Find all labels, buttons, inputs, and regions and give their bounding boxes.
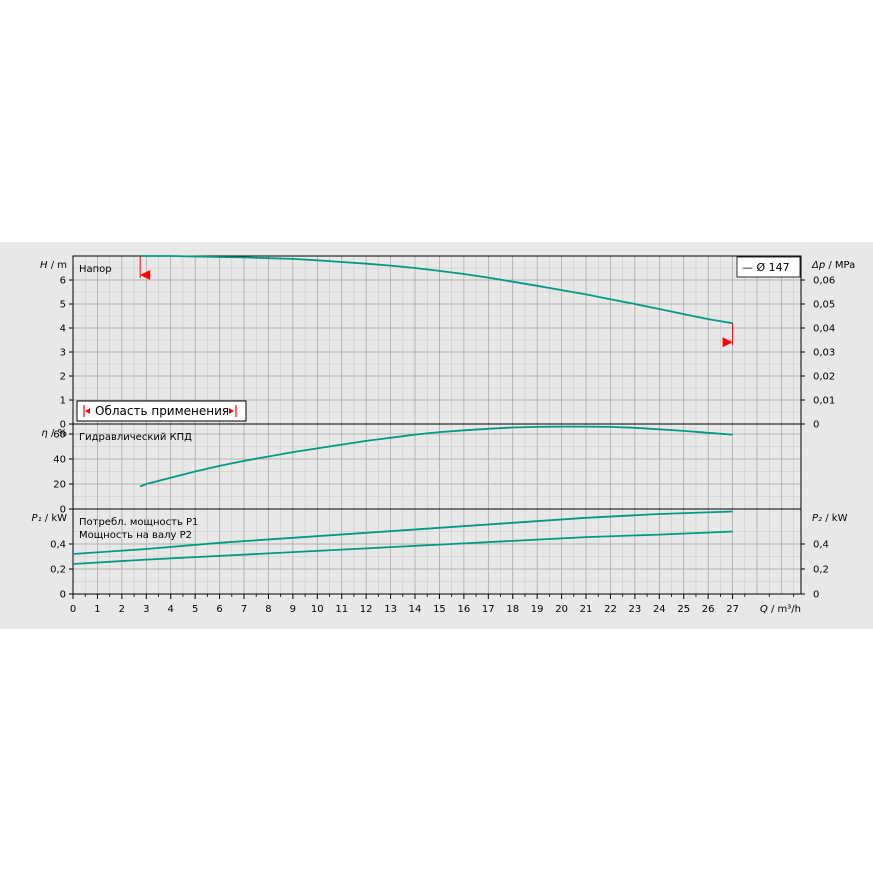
y-axis-label: η / % xyxy=(41,428,67,439)
x-tick-label: 4 xyxy=(168,604,174,615)
series-line-P1 xyxy=(72,510,733,555)
x-tick-label: 23 xyxy=(629,604,642,615)
x-tick-label: 22 xyxy=(604,604,617,615)
x-tick-label: 24 xyxy=(653,604,666,615)
y-tick-label: 0,2 xyxy=(50,565,66,576)
panel-title: Напор xyxy=(79,264,112,275)
range-box-arrow-left xyxy=(85,408,90,414)
x-tick-label: 2 xyxy=(119,604,125,615)
x-tick-label: 13 xyxy=(384,604,397,615)
x-tick-label: 11 xyxy=(335,604,348,615)
x-tick-label: 21 xyxy=(580,604,593,615)
x-tick-label: 15 xyxy=(433,604,446,615)
x-tick-label: 10 xyxy=(311,604,324,615)
x-tick-label: 1 xyxy=(94,604,100,615)
y-tick-label: 20 xyxy=(53,480,66,491)
y-tick-label: 2 xyxy=(60,372,66,383)
legend-box xyxy=(736,256,801,278)
pump-curve-panel: 0 1 2 3 4 5 6 0 0,01 0,02 0,03 0,04 0,05 0,06 Δp / MPa… xyxy=(0,242,873,629)
x-tick-label: 17 xyxy=(482,604,495,615)
x-tick-label: 14 xyxy=(409,604,422,615)
series-line-series-0 xyxy=(139,425,733,488)
x-axis-label: Q / m³/h xyxy=(760,604,801,615)
range-end-marker xyxy=(722,337,733,348)
y2-tick-label: 0,01 xyxy=(813,396,835,407)
y-tick-label: 60 xyxy=(53,430,66,441)
y-tick-label: 0 xyxy=(60,590,66,601)
x-tick-label: 8 xyxy=(265,604,271,615)
range-start-marker xyxy=(140,270,151,280)
y2-tick-label: 0 xyxy=(813,590,819,601)
x-tick-label: 3 xyxy=(143,604,149,615)
x-tick-label: 5 xyxy=(192,604,198,615)
range-box-arrow-right xyxy=(229,408,234,414)
x-tick-label: 25 xyxy=(677,604,690,615)
y-tick-label: 5 xyxy=(60,300,66,311)
y-tick-label: 3 xyxy=(60,348,66,359)
series-line-Ø 147 xyxy=(140,255,733,325)
x-tick-label: 9 xyxy=(290,604,296,615)
range-box xyxy=(76,400,247,422)
x-tick-label: 18 xyxy=(506,604,519,615)
x-tick-label: 7 xyxy=(241,604,247,615)
y2-tick-label: 0 xyxy=(813,420,819,431)
y-tick-label: 0 xyxy=(60,420,66,431)
x-tick-label: 19 xyxy=(531,604,544,615)
x-tick-label: 16 xyxy=(458,604,471,615)
y-tick-label: 0,4 xyxy=(50,540,66,551)
y2-tick-label: 0,04 xyxy=(813,324,835,335)
x-tick-label: 26 xyxy=(702,604,715,615)
y-axis-label: H / m xyxy=(40,260,67,271)
x-tick-label: 6 xyxy=(216,604,222,615)
y-tick-label: 6 xyxy=(60,276,66,287)
y2-tick-label: 0,02 xyxy=(813,372,835,383)
y2-tick-label: 0,2 xyxy=(813,565,829,576)
y2-tick-label: 0,03 xyxy=(813,348,835,359)
panel-title: Потребл. мощность P1 xyxy=(79,517,198,528)
panel-title: Гидравлический КПД xyxy=(79,432,192,443)
y2-tick-label: 0,06 xyxy=(813,276,835,287)
y2-tick-label: 0,4 xyxy=(813,540,829,551)
y2-axis-label: P₂ / kW xyxy=(812,513,848,524)
y-tick-label: 0 xyxy=(60,505,66,516)
legend-entry: — Ø 147 xyxy=(742,261,790,274)
y-tick-label: 4 xyxy=(60,324,66,335)
x-tick-label: 0 xyxy=(70,604,76,615)
panel-title: Мощность на валу P2 xyxy=(79,530,192,541)
range-box-label: Область применения xyxy=(95,404,229,418)
series-line-P2 xyxy=(72,530,733,565)
x-tick-label: 20 xyxy=(555,604,568,615)
y-tick-label: 40 xyxy=(53,455,66,466)
y2-axis-label: Δp / MPa xyxy=(811,260,855,271)
x-tick-label: 27 xyxy=(726,604,739,615)
x-tick-label: 12 xyxy=(360,604,373,615)
y-tick-label: 1 xyxy=(60,396,66,407)
y2-tick-label: 0,05 xyxy=(813,300,835,311)
plot-frame xyxy=(72,508,802,595)
y-axis-label: P₁ / kW xyxy=(32,513,68,524)
